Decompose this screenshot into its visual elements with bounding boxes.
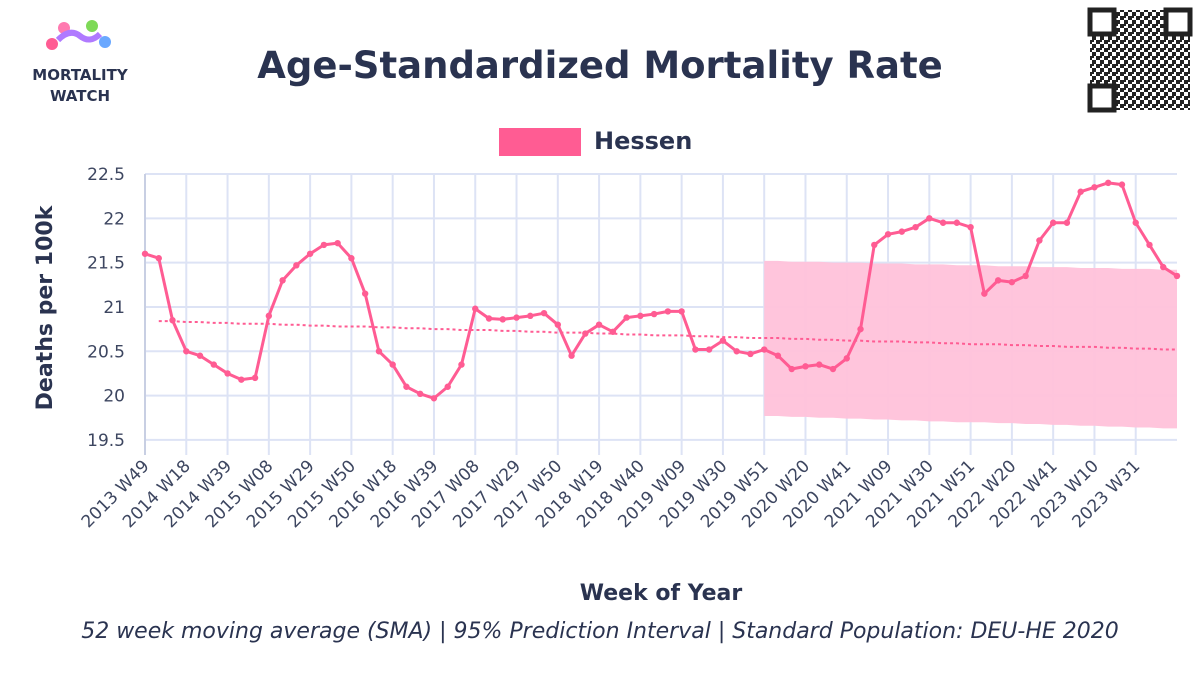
data-point xyxy=(554,321,561,328)
data-point xyxy=(417,390,424,398)
data-point xyxy=(939,219,947,226)
data-point xyxy=(361,290,369,297)
data-point xyxy=(1160,263,1167,271)
data-point xyxy=(1063,219,1071,226)
data-point xyxy=(595,321,603,328)
data-point xyxy=(981,290,988,297)
data-line xyxy=(144,181,1178,400)
data-point xyxy=(1146,241,1153,249)
x-axis-label: Week of Year xyxy=(580,581,743,606)
data-point xyxy=(1118,181,1126,188)
data-point xyxy=(1049,219,1057,226)
data-point xyxy=(348,255,355,262)
y-tick-label: 22 xyxy=(103,209,125,229)
data-point xyxy=(141,250,149,257)
y-tick-label: 20.5 xyxy=(87,342,125,362)
data-point xyxy=(761,346,768,353)
data-point xyxy=(568,352,575,359)
legend-label: Hessen xyxy=(594,127,692,155)
data-point xyxy=(1036,237,1043,244)
data-point xyxy=(582,330,589,337)
y-tick-label: 20 xyxy=(103,387,125,407)
y-tick-label: 22.5 xyxy=(87,165,125,185)
data-point xyxy=(994,277,1002,284)
data-point xyxy=(898,228,905,235)
data-point xyxy=(637,312,644,320)
y-tick-label: 21.5 xyxy=(87,254,125,274)
data-point xyxy=(210,361,217,368)
data-point xyxy=(472,305,479,312)
data-point xyxy=(705,346,713,353)
data-point xyxy=(527,312,534,320)
logo-text: MORTALITY xyxy=(32,66,129,84)
data-point xyxy=(719,337,727,344)
data-point xyxy=(788,365,795,373)
data-point xyxy=(747,350,754,358)
data-point xyxy=(458,361,465,368)
data-point xyxy=(733,348,740,355)
data-point xyxy=(238,376,245,383)
data-point xyxy=(334,239,341,247)
data-point xyxy=(650,310,658,318)
baseline xyxy=(158,320,1177,351)
data-point xyxy=(664,308,672,315)
data-point xyxy=(279,277,286,284)
data-point xyxy=(1077,188,1084,195)
data-point xyxy=(816,361,823,368)
data-point xyxy=(293,262,300,269)
caption: 52 week moving average (SMA) | 95% Predi… xyxy=(81,619,1119,644)
data-point xyxy=(609,328,617,335)
data-point xyxy=(389,361,396,368)
data-point xyxy=(1132,219,1139,226)
data-point xyxy=(499,316,506,323)
data-point xyxy=(183,348,190,355)
data-point xyxy=(430,395,438,402)
chart-title: Age-Standardized Mortality Rate xyxy=(257,44,943,87)
data-point xyxy=(169,317,176,324)
data-point xyxy=(926,215,933,222)
data-point xyxy=(1173,272,1181,280)
legend-swatch xyxy=(499,128,581,156)
y-tick-label: 19.5 xyxy=(87,431,125,451)
data-point xyxy=(884,231,892,238)
data-point xyxy=(802,363,809,370)
data-point xyxy=(967,223,974,231)
data-point xyxy=(375,348,383,355)
qr-code xyxy=(1087,7,1193,113)
data-point xyxy=(1091,184,1098,191)
data-point xyxy=(843,355,850,362)
y-tick-label: 21 xyxy=(103,298,125,318)
data-point xyxy=(1008,278,1016,286)
data-point xyxy=(403,383,410,390)
data-point xyxy=(224,370,231,377)
data-point xyxy=(485,315,493,322)
data-point xyxy=(678,308,685,315)
data-point xyxy=(513,314,520,321)
data-point xyxy=(692,346,699,353)
data-point xyxy=(1022,272,1029,280)
data-point xyxy=(265,312,273,320)
data-point xyxy=(774,352,782,359)
data-point xyxy=(251,374,259,382)
data-point xyxy=(306,250,314,257)
data-point xyxy=(444,383,451,390)
data-point xyxy=(871,241,878,249)
data-point xyxy=(857,325,864,333)
data-point xyxy=(540,309,548,317)
data-point xyxy=(623,314,630,321)
data-point xyxy=(1105,179,1112,187)
logo-text: WATCH xyxy=(50,87,110,105)
data-point xyxy=(320,241,328,249)
data-point xyxy=(912,223,919,231)
data-point xyxy=(196,352,204,359)
data-point xyxy=(953,219,961,226)
y-axis-label: Deaths per 100k xyxy=(33,204,58,410)
data-point xyxy=(829,365,837,373)
data-point xyxy=(155,255,162,262)
logo: MORTALITY WATCH xyxy=(32,20,129,105)
